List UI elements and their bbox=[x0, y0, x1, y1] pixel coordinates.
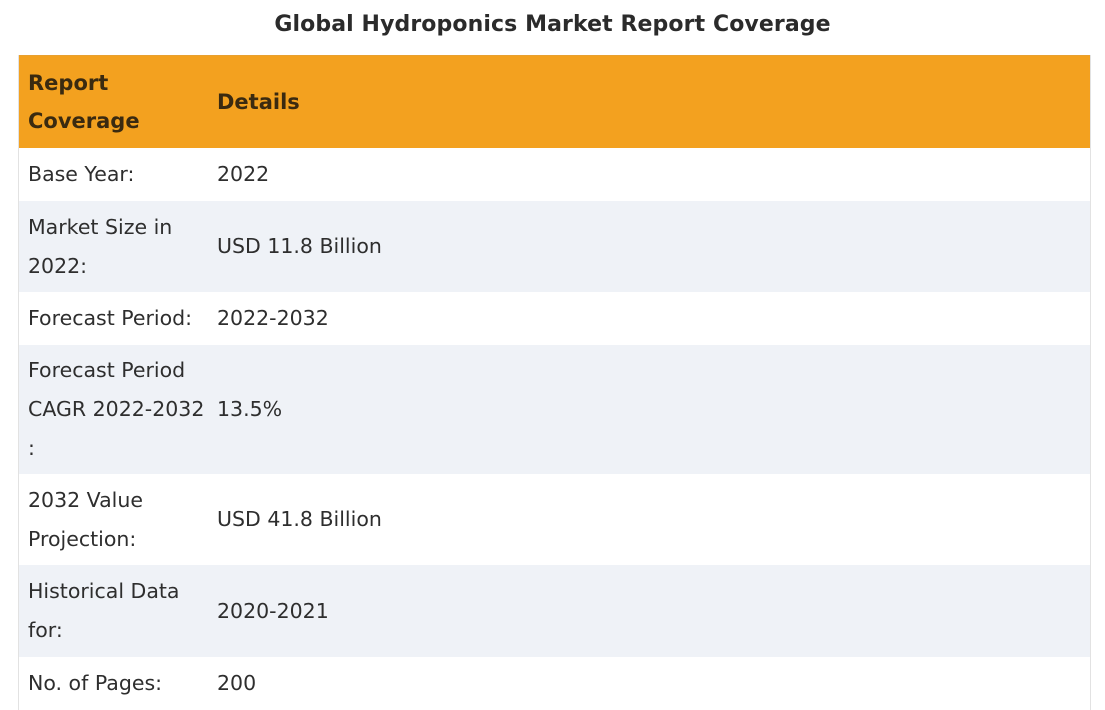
table-row: Market Size in 2022: USD 11.8 Billion bbox=[19, 201, 1090, 292]
row-label: Base Year: bbox=[28, 162, 135, 186]
table-row: No. of Pages: 200 bbox=[19, 657, 1090, 710]
header-report-coverage: Report Coverage bbox=[28, 71, 140, 133]
table-row: Historical Data for: 2020-2021 bbox=[19, 565, 1090, 657]
header-details: Details bbox=[217, 90, 300, 114]
row-label: Forecast Period: bbox=[28, 306, 193, 330]
table-row: Forecast Period CAGR 2022-2032 : 13.5% bbox=[19, 345, 1090, 474]
row-value: 2020-2021 bbox=[217, 598, 329, 623]
row-label: Historical Data for: bbox=[28, 579, 180, 642]
page-title: Global Hydroponics Market Report Coverag… bbox=[274, 12, 831, 37]
row-value: USD 41.8 Billion bbox=[217, 507, 382, 531]
row-label: 2032 Value Projection: bbox=[28, 487, 143, 551]
table-row: Forecast Period: 2022-2032 bbox=[19, 292, 1090, 345]
table-row: 2032 Value Projection: USD 41.8 Billion bbox=[19, 474, 1090, 565]
table-row: Base Year: 2022 bbox=[19, 148, 1090, 201]
row-value: 2022-2032 bbox=[217, 306, 329, 330]
report-coverage-table: Report Coverage Details Base Year: 2022 … bbox=[18, 55, 1091, 710]
row-value: 13.5% bbox=[217, 397, 283, 421]
row-label: Market Size in 2022: bbox=[28, 214, 173, 278]
row-value: 200 bbox=[217, 671, 257, 695]
row-value: USD 11.8 Billion bbox=[217, 234, 382, 258]
row-label: No. of Pages: bbox=[28, 671, 163, 695]
row-label: Forecast Period CAGR 2022-2032 : bbox=[28, 358, 205, 460]
row-value: 2022 bbox=[217, 162, 270, 186]
table-header-row: Report Coverage Details bbox=[19, 55, 1090, 148]
